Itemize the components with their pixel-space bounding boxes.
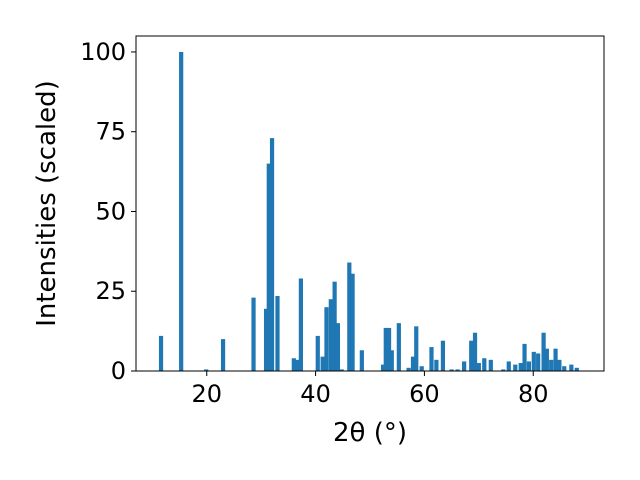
bar bbox=[414, 326, 419, 371]
bar bbox=[298, 278, 303, 371]
bar bbox=[332, 281, 337, 371]
bar bbox=[429, 347, 434, 371]
bar bbox=[389, 350, 394, 371]
bar bbox=[350, 273, 355, 371]
bar bbox=[544, 348, 549, 371]
bar bbox=[263, 308, 269, 371]
bar bbox=[158, 335, 164, 371]
bar bbox=[339, 369, 344, 371]
bar bbox=[419, 366, 424, 371]
bar bbox=[506, 361, 511, 371]
bar bbox=[569, 364, 574, 371]
bar bbox=[251, 297, 256, 371]
bar bbox=[513, 364, 518, 371]
bar bbox=[406, 367, 411, 371]
bar bbox=[553, 348, 558, 371]
x-tick-label: 20 bbox=[191, 380, 222, 408]
bar bbox=[315, 335, 320, 371]
bar bbox=[291, 358, 296, 371]
bar bbox=[574, 367, 579, 371]
bars-group bbox=[158, 51, 579, 371]
plot-area-frame bbox=[135, 35, 605, 372]
bar bbox=[328, 299, 333, 371]
bar bbox=[383, 327, 388, 371]
bar bbox=[410, 356, 416, 371]
x-tick-label: 80 bbox=[518, 380, 549, 408]
bar bbox=[549, 359, 554, 371]
x-tick-label: 60 bbox=[409, 380, 440, 408]
bar bbox=[269, 138, 275, 371]
x-axis-label: 2θ (°) bbox=[333, 418, 407, 448]
bar bbox=[472, 332, 478, 371]
bar bbox=[335, 323, 340, 371]
bar bbox=[347, 262, 352, 371]
bar bbox=[386, 327, 392, 371]
y-axis-label: Intensities (scaled) bbox=[32, 80, 62, 327]
bar bbox=[396, 323, 401, 371]
y-tick-label: 100 bbox=[80, 38, 126, 66]
bar bbox=[455, 369, 460, 371]
bar bbox=[476, 363, 481, 371]
bar bbox=[449, 369, 454, 371]
bar bbox=[488, 359, 493, 371]
x-axis: 20 40 60 80 bbox=[191, 371, 549, 408]
bar bbox=[320, 356, 325, 371]
y-tick-label: 25 bbox=[95, 277, 126, 305]
bar bbox=[501, 369, 506, 371]
bar bbox=[204, 369, 209, 371]
bar bbox=[469, 340, 474, 371]
y-tick-label: 0 bbox=[111, 357, 126, 385]
x-tick-label: 40 bbox=[300, 380, 331, 408]
bar bbox=[266, 163, 271, 371]
bar bbox=[294, 359, 300, 371]
bar bbox=[324, 307, 329, 371]
bar bbox=[462, 361, 467, 371]
bar bbox=[434, 359, 439, 371]
bar bbox=[531, 351, 536, 371]
bar bbox=[440, 340, 446, 371]
bar bbox=[562, 366, 567, 371]
bar bbox=[522, 343, 527, 371]
bar bbox=[536, 353, 541, 371]
y-axis: 0 25 50 75 100 bbox=[80, 38, 136, 385]
bar bbox=[380, 364, 386, 371]
bar bbox=[526, 361, 531, 371]
bar bbox=[359, 350, 364, 371]
bar bbox=[482, 358, 487, 371]
bar bbox=[220, 339, 226, 371]
bar bbox=[541, 332, 546, 371]
bar bbox=[275, 296, 280, 371]
y-tick-label: 75 bbox=[95, 118, 126, 146]
bar bbox=[518, 363, 523, 371]
bar bbox=[179, 51, 184, 371]
y-tick-label: 50 bbox=[95, 197, 126, 225]
bar bbox=[557, 359, 562, 371]
